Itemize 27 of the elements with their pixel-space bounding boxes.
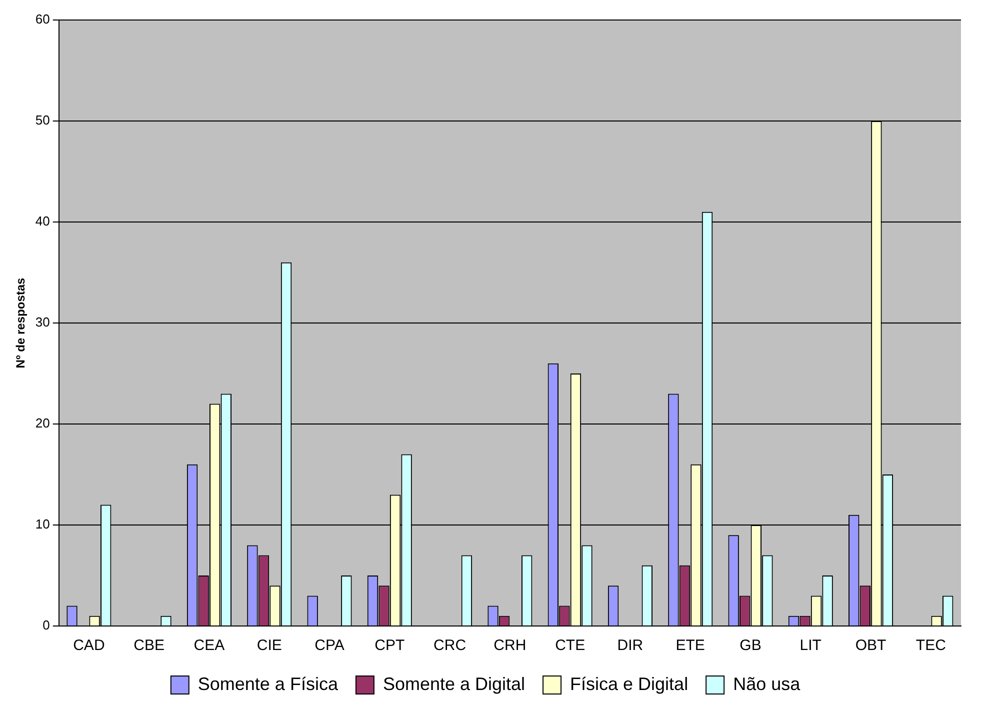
y-tick-label: 50 [35,112,50,128]
x-tick-label: CPT [374,637,405,654]
x-tick-label: CAD [73,637,105,654]
y-axis-title: Nº de respostas [14,277,28,368]
x-tick-label: DIR [617,637,644,654]
x-tick-label: CBE [134,637,164,654]
y-tick-label: 40 [35,214,50,229]
legend-label: Somente a Física [198,674,339,694]
x-tick-label: CRC [434,637,466,654]
x-tick-label: GB [740,637,762,654]
x-tick-label: CEA [194,637,225,654]
y-tick-label: 0 [42,618,50,633]
x-tick-label: CPA [314,637,344,654]
y-tick-label: 60 [35,12,50,27]
x-tick-label: LIT [800,637,822,654]
y-tick-label: 10 [35,516,50,532]
x-tick-label: ETE [676,637,705,654]
x-tick-label: TEC [916,637,946,654]
x-tick-label: CIE [256,637,282,654]
y-tick-label: 20 [35,416,50,431]
x-tick-label: CRH [494,637,526,654]
legend-label: Somente a Digital [382,674,526,694]
legend-label: Física e Digital [570,674,688,694]
x-tick-label: CTE [555,637,586,654]
x-tick-label: OBT [855,637,886,654]
legend-label: Não usa [733,674,802,694]
y-tick-label: 30 [35,314,50,330]
